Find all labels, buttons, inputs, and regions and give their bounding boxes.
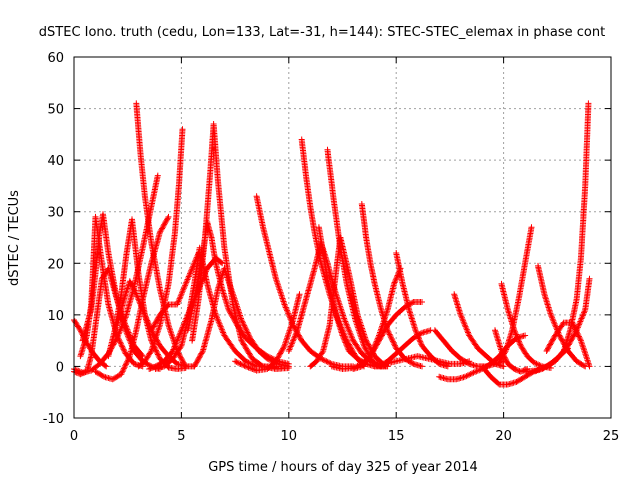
data-point-markers <box>436 332 529 383</box>
y-tick-labels: -10 0 10 20 30 40 50 60 <box>43 51 64 427</box>
series-arc-29 <box>371 353 473 370</box>
series-arc-39 <box>543 100 592 370</box>
x-tick-labels: 0 5 10 15 20 25 <box>70 429 619 444</box>
series-arc-26 <box>350 265 404 372</box>
x-tick-label: 5 <box>177 429 185 444</box>
data-point-markers <box>543 100 592 370</box>
x-axis-label: GPS time / hours of day 325 of year 2014 <box>208 460 478 475</box>
x-tick-label: 0 <box>70 429 78 444</box>
x-tick-label: 10 <box>281 429 298 444</box>
data-points <box>71 100 593 388</box>
data-point-markers <box>191 265 292 370</box>
y-tick-label: 60 <box>47 51 64 66</box>
series-arc-31 <box>436 332 529 383</box>
series-arc-36 <box>496 224 535 365</box>
data-point-markers <box>324 146 385 370</box>
y-tick-label: 10 <box>47 309 64 324</box>
series-arc-17 <box>253 193 357 370</box>
series-arc-10 <box>135 126 186 370</box>
data-point-markers <box>350 265 404 372</box>
axis-ticks <box>73 56 612 419</box>
plot-frame <box>73 56 612 419</box>
x-tick-label: 20 <box>495 429 512 444</box>
chart-title: dSTEC Iono. truth (cedu, Lon=133, Lat=-3… <box>39 25 605 40</box>
y-tick-label: -10 <box>43 412 64 427</box>
data-point-markers <box>253 193 357 370</box>
series-arc-37 <box>535 262 589 370</box>
series-arc-16 <box>191 265 292 370</box>
data-point-markers <box>496 224 535 365</box>
data-point-markers <box>232 291 303 374</box>
y-tick-label: 20 <box>47 257 64 272</box>
series-arc-05 <box>79 211 163 372</box>
x-tick-label: 25 <box>603 429 620 444</box>
series-arc-40 <box>543 319 593 370</box>
series-arc-32 <box>451 291 507 370</box>
y-tick-label: 0 <box>56 360 64 375</box>
y-axis-label: dSTEC / TECUs <box>7 190 22 286</box>
x-tick-label: 15 <box>388 429 405 444</box>
series-arc-18 <box>232 291 303 374</box>
y-tick-label: 50 <box>47 103 64 118</box>
data-point-markers <box>451 291 507 370</box>
data-point-markers <box>535 262 589 370</box>
data-point-markers <box>135 126 186 370</box>
series-arc-23 <box>324 146 385 370</box>
data-point-markers <box>543 319 593 370</box>
y-tick-label: 30 <box>47 206 64 221</box>
data-point-markers <box>79 211 163 372</box>
data-point-markers <box>371 353 473 370</box>
y-tick-label: 40 <box>47 154 64 169</box>
